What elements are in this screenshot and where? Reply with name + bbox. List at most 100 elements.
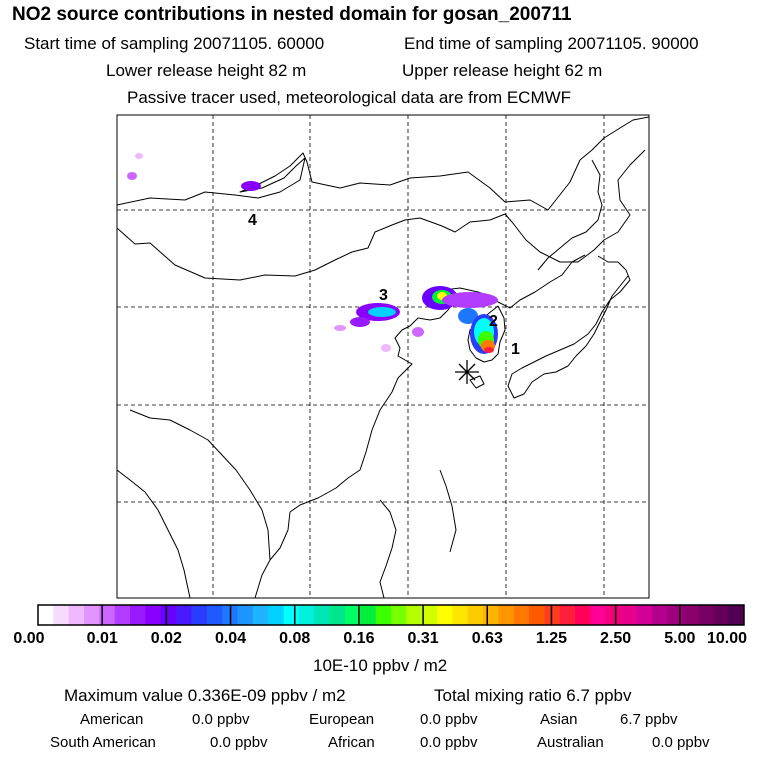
- colorbar-cell: [467, 605, 484, 625]
- colorbar-tick-label: 0.31: [407, 630, 439, 647]
- colorbar-cell: [268, 605, 285, 625]
- plume-speck: [127, 172, 137, 180]
- colorbar-cell: [406, 605, 423, 625]
- annotation-1: 1: [511, 341, 520, 358]
- northern-border: [116, 116, 650, 211]
- lower-release-label: Lower release height 82 m: [106, 61, 307, 80]
- colorbar-tick-label: 0.63: [471, 630, 503, 647]
- colorbar-cell: [38, 605, 54, 625]
- maximum-value: Maximum value 0.336E-09 ppbv / m2: [64, 686, 346, 705]
- colorbar-cell: [621, 605, 638, 625]
- colorbar-cell: [636, 605, 653, 625]
- region-value: 0.0 ppbv: [192, 711, 250, 728]
- colorbar-cell: [452, 605, 469, 625]
- sakhalin-coast: [537, 159, 603, 271]
- colorbar-cell: [176, 605, 192, 625]
- colorbar-tick-label: 2.50: [600, 630, 632, 647]
- colorbar-tick-label: 10.00: [706, 630, 748, 647]
- colorbar-frame: [37, 604, 745, 626]
- colorbar-cell: [421, 605, 438, 625]
- colorbar-cell: [483, 605, 499, 625]
- region-label: African: [328, 734, 375, 751]
- china-east-coast: [289, 299, 456, 513]
- colorbar-cell: [360, 605, 377, 625]
- upper-release-label: Upper release height 62 m: [402, 61, 603, 80]
- colorbar-cell: [84, 605, 100, 625]
- japan-outline: [507, 255, 631, 399]
- colorbar-cell: [559, 605, 576, 625]
- colorbar-tick-label: 0.01: [86, 630, 118, 647]
- colorbar-cell: [728, 605, 745, 625]
- colorbar-cell: [206, 605, 223, 625]
- southwest-border: [129, 409, 271, 561]
- plume-cluster-3-inner: [368, 307, 396, 317]
- colorbar-cell: [298, 605, 315, 625]
- colorbar: [38, 605, 745, 625]
- region-value: 0.0 ppbv: [210, 734, 268, 751]
- colorbar-tick-label: 0.00: [13, 630, 45, 647]
- chart-title: NO2 source contributions in nested domai…: [12, 4, 572, 25]
- colorbar-tick-label: 0.02: [150, 630, 182, 647]
- colorbar-cell: [391, 605, 407, 625]
- jeju-island: [469, 375, 485, 389]
- colorbar-cell: [160, 605, 177, 625]
- colorbar-cell: [375, 605, 392, 625]
- region-label: Asian: [540, 711, 578, 728]
- philippine-east: [439, 469, 457, 553]
- colorbar-cell: [237, 605, 254, 625]
- colorbar-cell: [329, 605, 346, 625]
- annotation-2: 2: [489, 313, 498, 330]
- colorbar-cell: [344, 605, 361, 625]
- region-value: 6.7 ppbv: [620, 711, 678, 728]
- end-time-label: End time of sampling 20071105. 90000: [404, 34, 699, 53]
- region-value: 0.0 ppbv: [652, 734, 710, 751]
- receptor-marker: [455, 360, 479, 384]
- colorbar-cell: [130, 605, 146, 625]
- colorbar-cell: [283, 605, 300, 625]
- colorbar-cell: [605, 605, 622, 625]
- colorbar-cell: [437, 605, 453, 625]
- colorbar-cell: [68, 605, 85, 625]
- colorbar-tick-label: 0.08: [279, 630, 311, 647]
- colorbar-tick-label: 0.16: [343, 630, 375, 647]
- region-label: American: [80, 711, 144, 728]
- colorbar-cell: [713, 605, 730, 625]
- plume-speck: [135, 153, 143, 159]
- plume-speck: [350, 317, 370, 327]
- plume-band-mid: [458, 308, 478, 324]
- colorbar-cell: [529, 605, 545, 625]
- region-label: South American: [50, 734, 156, 751]
- china-mongolia-border: [116, 149, 646, 281]
- tracer-note: Passive tracer used, meteorological data…: [127, 88, 572, 107]
- region-value: 0.0 ppbv: [420, 711, 478, 728]
- annotation-4: 4: [248, 212, 257, 229]
- colorbar-tick-label: 1.25: [535, 630, 568, 647]
- indochina-coast: [254, 511, 291, 599]
- colorbar-cell: [513, 605, 530, 625]
- plume-speck: [381, 344, 391, 352]
- coastlines: [116, 116, 650, 599]
- colorbar-cell: [314, 605, 331, 625]
- region-value: 0.0 ppbv: [420, 734, 478, 751]
- colorbar-cell: [544, 605, 561, 625]
- colorbar-cell: [99, 605, 116, 625]
- colorbar-cell: [697, 605, 714, 625]
- annotation-3: 3: [379, 287, 388, 304]
- colorbar-ticks: [101, 605, 681, 625]
- colorbar-cell: [191, 605, 208, 625]
- colorbar-cell: [145, 605, 162, 625]
- colorbar-cell: [590, 605, 607, 625]
- colorbar-cell: [667, 605, 684, 625]
- colorbar-cell: [114, 605, 131, 625]
- plume-speck: [412, 327, 424, 337]
- colorbar-cell: [682, 605, 699, 625]
- colorbar-cell: [252, 605, 269, 625]
- colorbar-cell: [498, 605, 515, 625]
- region-label: Australian: [537, 734, 604, 751]
- plume-speck: [334, 325, 346, 331]
- plume-cluster-1-core: [484, 347, 494, 353]
- plume-cluster-4: [241, 181, 261, 191]
- map-frame: [116, 114, 650, 599]
- colorbar-unit: 10E-10 ppbv / m2: [313, 656, 448, 675]
